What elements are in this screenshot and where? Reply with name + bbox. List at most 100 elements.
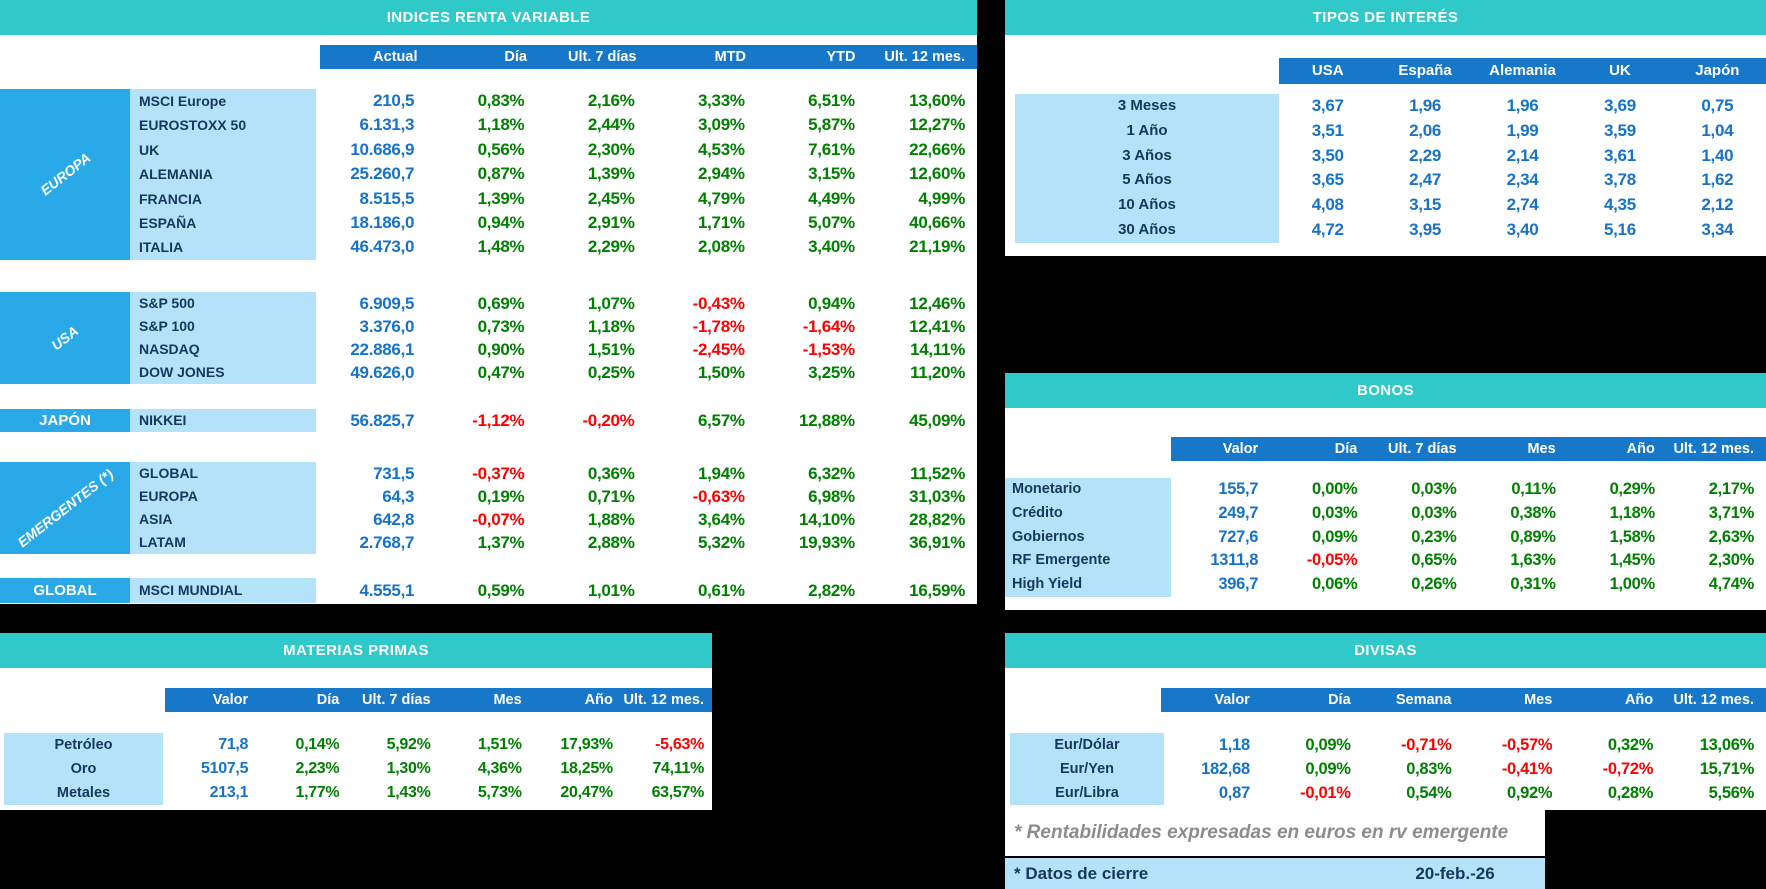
value-cell: -1,64% xyxy=(802,317,855,336)
value-cell: 4,35 xyxy=(1603,195,1636,215)
column-header-row: Valor Día Semana Mes Año Ult. 12 mes. xyxy=(1161,688,1766,712)
index-value-rows: 4.555,1 0,59% 1,01% 0,61% 2,82% 16,59% xyxy=(316,578,977,603)
value-cell: 3,65 xyxy=(1311,170,1344,190)
value-cell: 13,60% xyxy=(909,91,966,110)
column-header-cell: Ult. 7 días xyxy=(1388,441,1457,457)
value-cell: 642,8 xyxy=(373,510,415,529)
value-cell: 0,83% xyxy=(1406,760,1452,778)
table-bonos: BONOS Valor Día Ult. 7 días Mes Año Ult. 12 m… xyxy=(1005,373,1766,610)
closing-data-label: * Datos de cierre xyxy=(1014,864,1149,883)
value-cell: 64,3 xyxy=(382,487,415,506)
index-name: FRANCIA xyxy=(139,190,202,207)
row-label: Petróleo xyxy=(54,737,113,753)
index-name: S&P 100 xyxy=(139,318,195,334)
value-cell: 25.260,7 xyxy=(350,164,415,184)
value-cell: 8.515,5 xyxy=(359,188,415,208)
value-cell: -0,43% xyxy=(692,294,745,313)
value-cell: 31,03% xyxy=(909,487,966,506)
value-cell: 16,59% xyxy=(909,581,966,600)
table-row: 642,8 -0,07% 1,88% 3,64% 14,10% 28,82% xyxy=(316,508,977,531)
value-cell: 2,91% xyxy=(587,212,635,232)
index-name: ITALIA xyxy=(139,239,184,256)
value-cell: 0,38% xyxy=(1510,503,1556,522)
value-cell: 36,91% xyxy=(909,533,966,552)
column-header-cell: Valor xyxy=(212,692,249,708)
value-cell: 1,96 xyxy=(1409,96,1442,115)
table-row: 3,65 2,47 2,34 3,78 1,62 xyxy=(1279,168,1766,193)
value-cell: 2,16% xyxy=(587,91,635,110)
value-cell: 2,17% xyxy=(1708,480,1755,498)
row-label-column: Petróleo Oro Metales xyxy=(4,733,163,805)
row-label: High Yield xyxy=(1012,576,1083,593)
value-cell: 1,39% xyxy=(587,164,635,184)
column-header-cell: Ult. 12 mes. xyxy=(623,692,705,708)
value-cell: 1,40 xyxy=(1701,145,1734,165)
value-cell: 5,16 xyxy=(1603,219,1636,239)
value-cell: 0,90% xyxy=(477,340,525,359)
value-cell: 4,72 xyxy=(1311,219,1344,239)
value-cell: 2,44% xyxy=(587,115,635,135)
value-cell: 19,93% xyxy=(799,533,855,552)
column-header-row: Actual Día Ult. 7 días MTD YTD Ult. 12 mes. xyxy=(320,45,977,69)
row-label: 30 Años xyxy=(1118,220,1176,238)
value-cell: 249,7 xyxy=(1218,503,1259,522)
value-cell: 0,19% xyxy=(477,487,525,506)
value-cell: 2,74 xyxy=(1506,195,1539,215)
value-cell: 2,12 xyxy=(1701,195,1734,215)
column-header-cell: Año xyxy=(1624,692,1654,708)
table-row: 1,18 0,09% -0,71% -0,57% 0,32% 13,06% xyxy=(1161,733,1766,757)
table-row: 3,50 2,29 2,14 3,61 1,40 xyxy=(1279,144,1766,169)
index-value-rows: 6.909,5 0,69% 1,07% -0,43% 0,94% 12,46% 3.376,… xyxy=(316,292,977,384)
value-cell: -0,05% xyxy=(1306,551,1358,570)
value-cell: -0,71% xyxy=(1401,736,1452,754)
value-cell: 15,71% xyxy=(1699,760,1754,778)
column-header-cell: Año xyxy=(584,692,613,708)
value-cell: 0,75 xyxy=(1701,96,1734,115)
value-cell: 3,64% xyxy=(697,510,745,529)
column-header-row: Valor Día Ult. 7 días Mes Año Ult. 12 mes. xyxy=(1171,437,1766,461)
value-cell: -1,12% xyxy=(472,411,525,430)
value-cell: 0,23% xyxy=(1411,527,1457,546)
value-cell: -0,20% xyxy=(582,411,635,430)
value-cell: 4,08 xyxy=(1311,195,1344,215)
table-title: DIVISAS xyxy=(1005,633,1766,668)
value-cell: 2,14 xyxy=(1506,145,1539,165)
table-row: 4.555,1 0,59% 1,01% 0,61% 2,82% 16,59% xyxy=(316,578,977,603)
value-cell: 0,47% xyxy=(477,363,525,382)
value-cell: 12,27% xyxy=(909,115,966,135)
column-header-cell: Mes xyxy=(1527,441,1556,457)
column-header-cell: Ult. 7 días xyxy=(568,49,637,65)
column-header-cell: Día xyxy=(316,692,340,708)
value-cell: -0,63% xyxy=(692,487,745,506)
table-row: 182,68 0,09% 0,83% -0,41% -0,72% 15,71% xyxy=(1161,757,1766,781)
value-cell: 0,14% xyxy=(295,736,340,753)
row-label: Gobiernos xyxy=(1012,528,1085,545)
value-cell: 182,68 xyxy=(1201,760,1250,778)
value-cell: 6,32% xyxy=(808,464,855,483)
value-cell: 5,87% xyxy=(808,115,855,135)
table-row: 1311,8 -0,05% 0,65% 1,63% 1,45% 2,30% xyxy=(1171,549,1766,573)
value-cell: 0,28% xyxy=(1607,784,1654,802)
row-label: 3 Meses xyxy=(1117,97,1177,114)
value-cell: 3,09% xyxy=(697,115,745,135)
table-indices-renta-variable: INDICES RENTA VARIABLE Actual Día Ult. 7 d… xyxy=(0,0,977,604)
value-cell: 0,89% xyxy=(1510,527,1556,546)
value-cell: 0,09% xyxy=(1312,527,1358,546)
value-cell: 1,18% xyxy=(1609,503,1656,522)
value-cell: 0,92% xyxy=(1507,784,1553,802)
value-cell: 4,99% xyxy=(918,188,966,208)
group-label: JAPÓN xyxy=(0,409,130,432)
value-cell: 1311,8 xyxy=(1210,551,1259,570)
group-label-text: USA xyxy=(48,322,82,354)
table-row: 25.260,7 0,87% 1,39% 2,94% 3,15% 12,60% xyxy=(316,162,977,186)
value-cell: 1,88% xyxy=(587,510,635,529)
index-value-rows: 731,5 -0,37% 0,36% 1,94% 6,32% 11,52% 64,3 0,19… xyxy=(316,462,977,554)
column-header-cell: YTD xyxy=(826,49,856,65)
value-cell: -1,53% xyxy=(802,340,855,359)
table-row: 155,7 0,00% 0,03% 0,11% 0,29% 2,17% xyxy=(1171,478,1766,502)
index-name: UK xyxy=(139,141,160,158)
value-cell: 2,29% xyxy=(587,237,635,257)
value-cell: -5,63% xyxy=(655,736,705,753)
value-cell: 13,06% xyxy=(1699,736,1754,754)
